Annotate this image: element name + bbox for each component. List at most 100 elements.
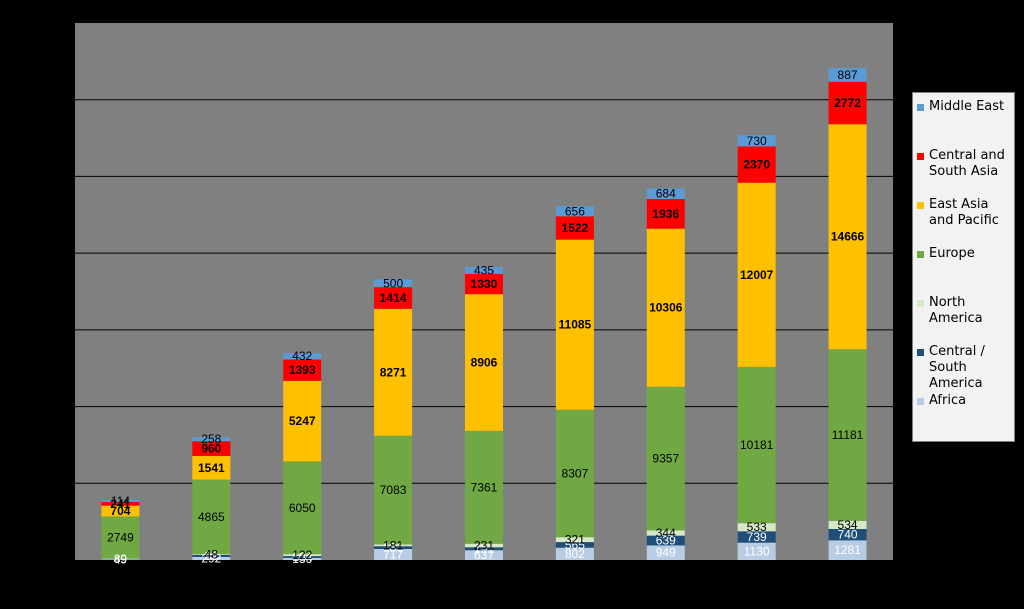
- bar-segment: [192, 441, 231, 456]
- data-label: 2749: [107, 531, 134, 545]
- bar-segment: [737, 135, 776, 147]
- data-label: 241: [110, 497, 130, 511]
- data-label: 1936: [652, 207, 679, 221]
- bar-segment: [555, 216, 594, 240]
- data-label: 1281: [834, 543, 861, 557]
- legend-swatch: [917, 300, 924, 307]
- data-label: 8906: [471, 355, 498, 369]
- bar-segment: [192, 554, 231, 557]
- bar-segment: [465, 430, 503, 544]
- bar-segment: [101, 558, 140, 560]
- data-label: 435: [474, 263, 494, 277]
- bar-segment: [646, 535, 685, 546]
- data-label: 704: [110, 504, 130, 518]
- data-label: 565: [565, 538, 585, 552]
- bar-segment: [737, 531, 776, 543]
- bar-segment: [101, 501, 140, 506]
- data-label: 191: [474, 542, 494, 556]
- data-label: 740: [838, 528, 858, 542]
- legend-swatch: [917, 349, 924, 356]
- legend-label: Africa: [929, 393, 967, 408]
- bar-segment: [555, 542, 594, 548]
- data-label: 1330: [471, 277, 498, 291]
- bar-segment: [555, 239, 594, 410]
- legend-label: Central and South Asia: [929, 148, 1005, 179]
- bar-segment: [283, 359, 322, 381]
- bar-segment: [828, 520, 867, 529]
- data-label: 10306: [649, 301, 683, 315]
- data-label: 49: [114, 553, 128, 567]
- data-label: 292: [201, 551, 221, 565]
- data-label: 11085: [559, 318, 592, 332]
- legend: Middle East Central and South Asia East …: [912, 92, 1015, 442]
- bar-segment: [828, 540, 867, 560]
- data-label: 6050: [289, 501, 316, 515]
- data-label: 1541: [198, 461, 225, 475]
- bar-segment: [737, 182, 776, 367]
- data-label: 14666: [831, 230, 865, 244]
- data-label: 739: [747, 530, 767, 544]
- data-label: 48: [205, 548, 219, 562]
- data-label: 89: [114, 552, 128, 566]
- data-label: 10181: [740, 438, 774, 452]
- bar-segment: [101, 558, 140, 560]
- bar-segment: [737, 366, 776, 524]
- bar-segment: [374, 546, 413, 549]
- bar-segment: [555, 206, 594, 217]
- data-label: 887: [838, 68, 858, 82]
- data-label: 7083: [380, 483, 407, 497]
- legend-swatch: [917, 153, 924, 160]
- bar-segment: [555, 547, 594, 560]
- bar-segment: [646, 386, 685, 531]
- bar-segment: [828, 349, 867, 521]
- bar-segment: [646, 228, 685, 387]
- bar-segment: [101, 516, 140, 559]
- data-label: 534: [838, 518, 858, 532]
- bar-segment: [465, 267, 503, 274]
- bar-segment: [192, 554, 231, 555]
- bar-segment: [555, 409, 594, 538]
- data-label: 637: [474, 548, 494, 562]
- legend-label: Middle East: [929, 99, 1005, 114]
- data-label: 321: [565, 533, 585, 547]
- data-label: 114: [111, 494, 130, 508]
- legend-swatch: [917, 202, 924, 209]
- data-label: 802: [565, 547, 585, 561]
- bar-segment: [828, 68, 867, 82]
- bar-segment: [192, 437, 231, 442]
- data-label: 11181: [832, 428, 864, 442]
- bar-segment: [283, 557, 322, 560]
- bar-segment: [465, 543, 503, 548]
- data-label: 432: [292, 349, 312, 363]
- bar-segment: [646, 530, 685, 536]
- data-label: 136: [292, 552, 312, 566]
- legend-swatch: [917, 104, 924, 111]
- data-label: 2370: [743, 158, 770, 172]
- bar-segment: [192, 479, 231, 555]
- bar-segment: [374, 548, 413, 560]
- data-label: 231: [474, 539, 494, 553]
- data-label: 8271: [380, 365, 407, 379]
- bar-segment: [283, 556, 322, 558]
- bar-segment: [828, 528, 867, 541]
- data-label: 9357: [652, 452, 679, 466]
- data-label: 639: [656, 534, 676, 548]
- bar-segment: [374, 279, 413, 288]
- bar-segment: [465, 273, 503, 295]
- data-label: 8307: [562, 466, 589, 480]
- data-label: 960: [201, 442, 221, 456]
- data-label: 1393: [289, 363, 316, 377]
- bar-segment: [737, 542, 776, 560]
- data-label: 656: [565, 204, 585, 218]
- bar-segment: [374, 544, 413, 547]
- data-label: 104: [292, 550, 312, 564]
- legend-label: Central / South America: [929, 344, 985, 391]
- bar-segment: [374, 308, 413, 436]
- bar-segment: [283, 352, 322, 360]
- legend-swatch: [917, 398, 924, 405]
- data-label: 717: [383, 547, 403, 561]
- bar-segment: [646, 545, 685, 560]
- bar-segment: [101, 500, 140, 502]
